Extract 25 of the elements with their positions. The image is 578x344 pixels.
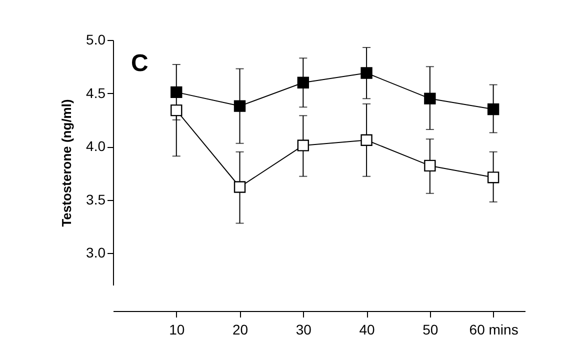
point [234,181,246,193]
x-tick-label: 40 [359,322,376,338]
point [170,86,182,98]
annotation: C [131,50,148,77]
point [297,76,309,88]
point [170,104,182,116]
point [487,172,500,184]
x-tick-label: 60 mins [469,322,518,338]
x-tick-label: 50 [422,322,438,338]
point [360,134,372,146]
y-tick-label: 4.0 [86,138,106,154]
y-tick-label: 3.5 [86,191,106,208]
point [424,92,436,104]
point [360,67,372,79]
point [487,103,500,116]
x-tick-label: 30 [296,322,312,338]
y-tick-label: 4.5 [86,84,106,101]
point [297,140,309,152]
y-axis-title: Testosterone (ng/ml) [59,99,74,227]
x-tick-label: 20 [232,322,248,338]
point [424,160,436,172]
point [234,100,246,112]
x-tick-label: 10 [169,322,185,338]
y-tick-label: 3.0 [86,244,106,261]
y-tick-label: 5.0 [86,32,106,48]
